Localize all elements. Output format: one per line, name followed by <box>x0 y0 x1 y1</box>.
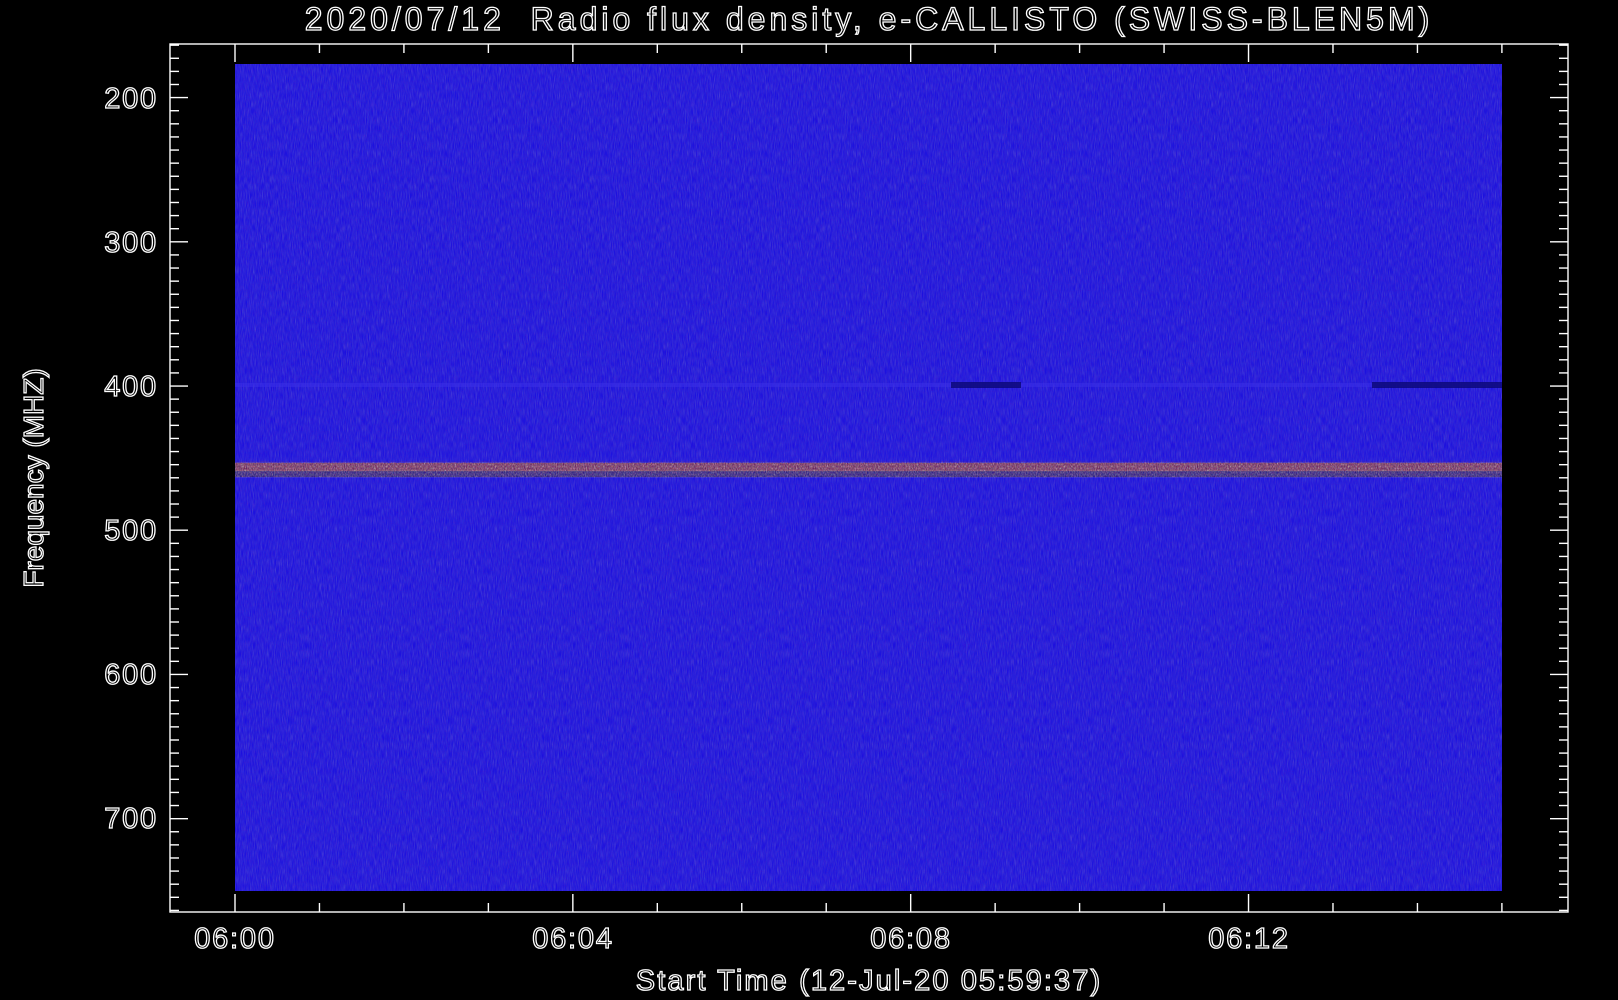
svg-text:600: 600 <box>104 659 158 691</box>
svg-text:Start Time (12-Jul-20 05:59:37: Start Time (12-Jul-20 05:59:37) <box>636 965 1102 997</box>
svg-text:200: 200 <box>104 83 158 115</box>
svg-text:2020/07/12 Radio flux density: 2020/07/12 Radio flux density, e-CALLIST… <box>305 1 1434 37</box>
svg-text:300: 300 <box>104 227 158 259</box>
svg-text:06:04: 06:04 <box>532 923 614 955</box>
svg-text:06:00: 06:00 <box>194 923 276 955</box>
svg-text:06:12: 06:12 <box>1208 923 1290 955</box>
svg-text:06:08: 06:08 <box>870 923 952 955</box>
svg-text:500: 500 <box>104 515 158 547</box>
svg-text:Frequency (MHZ): Frequency (MHZ) <box>18 368 49 587</box>
svg-text:700: 700 <box>104 803 158 835</box>
svg-text:400: 400 <box>104 371 158 403</box>
